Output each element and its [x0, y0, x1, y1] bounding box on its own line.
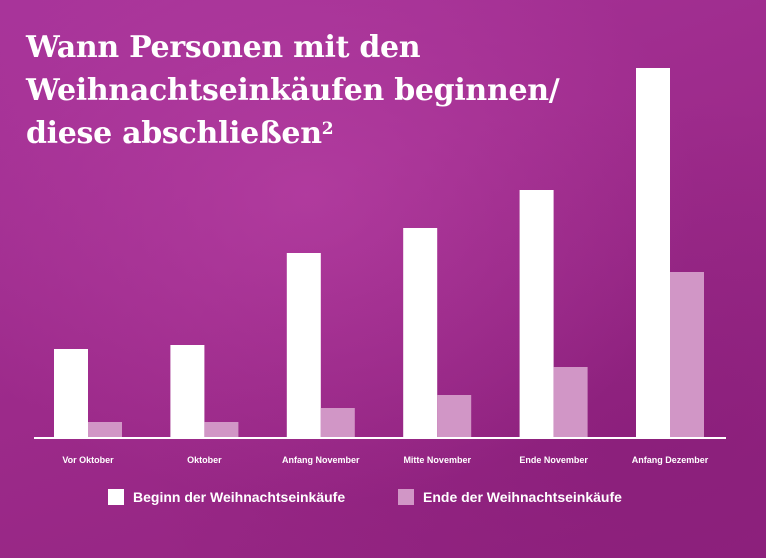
bar-begin-1	[170, 345, 205, 438]
chart-title-line-2: Weihnachtseinkäufen beginnen/	[26, 73, 560, 108]
bar-end-1	[204, 422, 239, 438]
bar-begin-2	[286, 253, 321, 438]
chart-title-line-3: diese abschließen	[26, 116, 322, 151]
legend-item-end: Ende der Weihnachtseinkäufe	[398, 489, 622, 505]
bar-begin-5	[636, 68, 670, 438]
bar-end-4	[553, 367, 588, 438]
bar-begin-0	[54, 349, 88, 438]
legend-label-begin: Beginn der Weihnachtseinkäufe	[133, 489, 346, 505]
bar-end-5	[670, 272, 704, 438]
x-tick-label: Anfang Dezember	[632, 455, 709, 465]
legend: Beginn der Weihnachtseinkäufe Ende der W…	[0, 489, 766, 509]
legend-swatch-end	[398, 489, 414, 505]
legend-swatch-begin	[108, 489, 124, 505]
bar-end-3	[437, 395, 472, 438]
x-tick-label: Mitte November	[403, 455, 471, 465]
bar-begin-4	[519, 190, 554, 438]
chart-title-line-1: Wann Personen mit den	[26, 30, 421, 65]
bar-begin-3	[403, 228, 438, 438]
title-footnote-marker: 2	[321, 119, 334, 139]
x-tick-label: Vor Oktober	[62, 455, 114, 465]
bar-end-0	[88, 422, 122, 438]
chart-title: Wann Personen mit den Weihnachtseinkäufe…	[26, 26, 626, 155]
legend-item-begin: Beginn der Weihnachtseinkäufe	[108, 489, 345, 505]
bar-end-2	[320, 408, 355, 438]
legend-label-end: Ende der Weihnachtseinkäufe	[423, 489, 622, 505]
x-tick-label: Ende November	[519, 455, 588, 465]
x-tick-label: Oktober	[187, 455, 222, 465]
x-tick-label: Anfang November	[282, 455, 360, 465]
